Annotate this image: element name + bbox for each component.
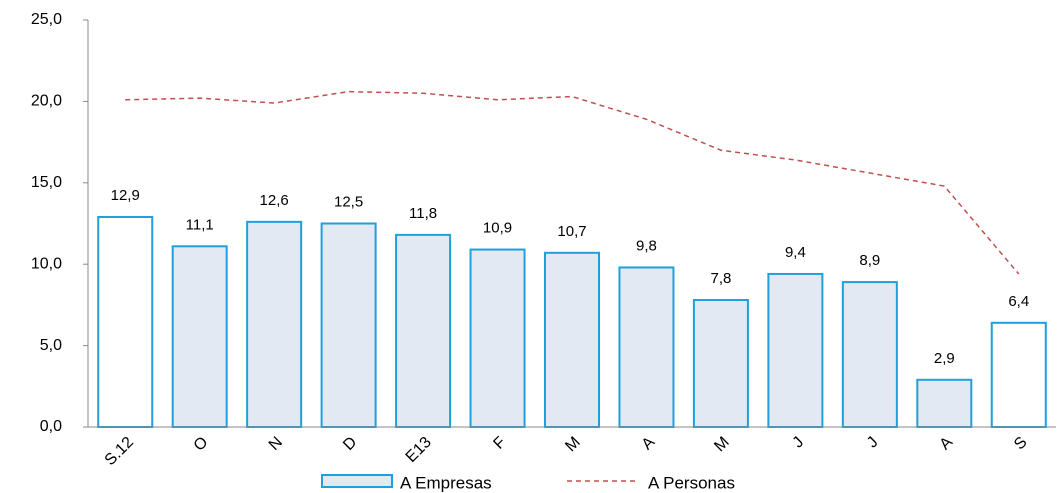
x-tick-label: E13	[403, 434, 435, 466]
data-label: 7,8	[710, 270, 731, 287]
bar	[97, 215, 154, 428]
bar	[916, 378, 973, 428]
y-tick-label: 5,0	[40, 337, 62, 354]
x-tick-label: O	[191, 434, 212, 455]
legend-swatch	[321, 474, 393, 488]
data-label: 12,6	[260, 192, 289, 209]
bar	[990, 321, 1047, 429]
x-tick-label: S	[1011, 434, 1031, 454]
bar	[841, 281, 898, 428]
data-label: 12,5	[334, 193, 363, 210]
bar	[767, 272, 824, 428]
y-tick-label: 15,0	[31, 174, 62, 191]
x-tick-label: A	[937, 434, 957, 454]
data-label: 10,7	[557, 223, 586, 240]
data-label: 9,8	[636, 237, 657, 254]
x-tick-label: M	[711, 434, 732, 455]
line	[125, 90, 1020, 275]
data-label: 12,9	[111, 187, 140, 204]
data-label: 11,8	[409, 205, 437, 222]
legend-label: A Personas	[648, 473, 735, 492]
data-label: 2,9	[934, 350, 955, 367]
bar	[171, 245, 228, 428]
x-tick-label: N	[266, 434, 286, 454]
x-tick-label: A	[639, 434, 659, 454]
legend-label: A Empresas	[400, 473, 492, 492]
bar	[320, 222, 377, 428]
data-label: 9,4	[785, 244, 806, 261]
bar	[692, 299, 749, 428]
x-tick-label: J	[864, 434, 882, 452]
bar	[469, 248, 526, 428]
data-label: 10,9	[483, 220, 512, 237]
data-label: 8,9	[859, 252, 880, 269]
bar	[618, 266, 675, 428]
x-tick-label: F	[490, 434, 509, 453]
bar	[395, 233, 452, 428]
bar	[544, 251, 600, 428]
y-tick-label: 0,0	[40, 418, 62, 435]
x-tick-label: D	[340, 434, 360, 454]
y-tick-label: 10,0	[31, 255, 62, 272]
bar	[246, 220, 303, 428]
y-tick-label: 25,0	[31, 11, 62, 28]
x-tick-label: M	[562, 434, 583, 455]
data-label: 11,1	[186, 216, 214, 233]
y-tick-label: 20,0	[31, 93, 62, 110]
x-tick-label: J	[790, 434, 808, 452]
x-tick-label: S.12	[102, 434, 137, 469]
data-label: 6,4	[1008, 293, 1029, 310]
